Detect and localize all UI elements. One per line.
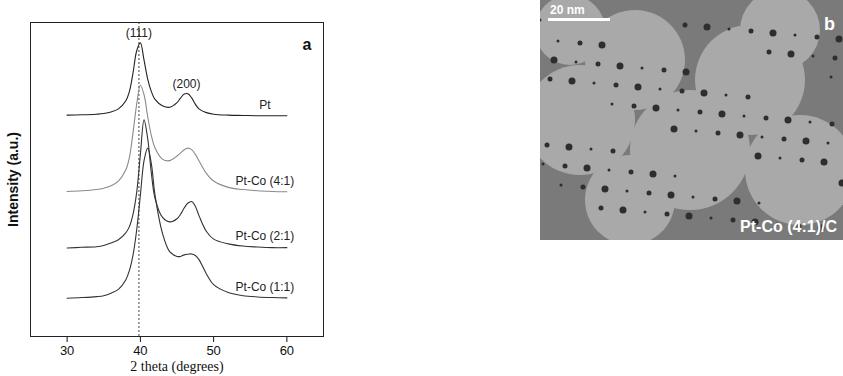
svg-text:a: a (303, 36, 312, 53)
svg-text:Intensity (a.u.): Intensity (a.u.) (5, 132, 21, 227)
svg-text:b: b (824, 14, 835, 34)
svg-text:Pt-Co (4:1): Pt-Co (4:1) (236, 174, 295, 188)
svg-text:60: 60 (280, 343, 294, 358)
svg-text:Pt-Co (1:1): Pt-Co (1:1) (236, 280, 295, 294)
svg-text:Pt-Co (4:1)/C: Pt-Co (4:1)/C (740, 218, 837, 235)
svg-text:2 theta (degrees): 2 theta (degrees) (130, 359, 224, 375)
svg-text:30: 30 (60, 343, 74, 358)
svg-text:40: 40 (133, 343, 147, 358)
svg-text:Pt: Pt (259, 98, 271, 112)
svg-text:50: 50 (206, 343, 220, 358)
svg-text:(200): (200) (173, 77, 201, 91)
svg-text:Pt-Co (2:1): Pt-Co (2:1) (236, 229, 295, 243)
svg-text:20 nm: 20 nm (550, 3, 585, 17)
svg-text:(111): (111) (126, 26, 152, 40)
